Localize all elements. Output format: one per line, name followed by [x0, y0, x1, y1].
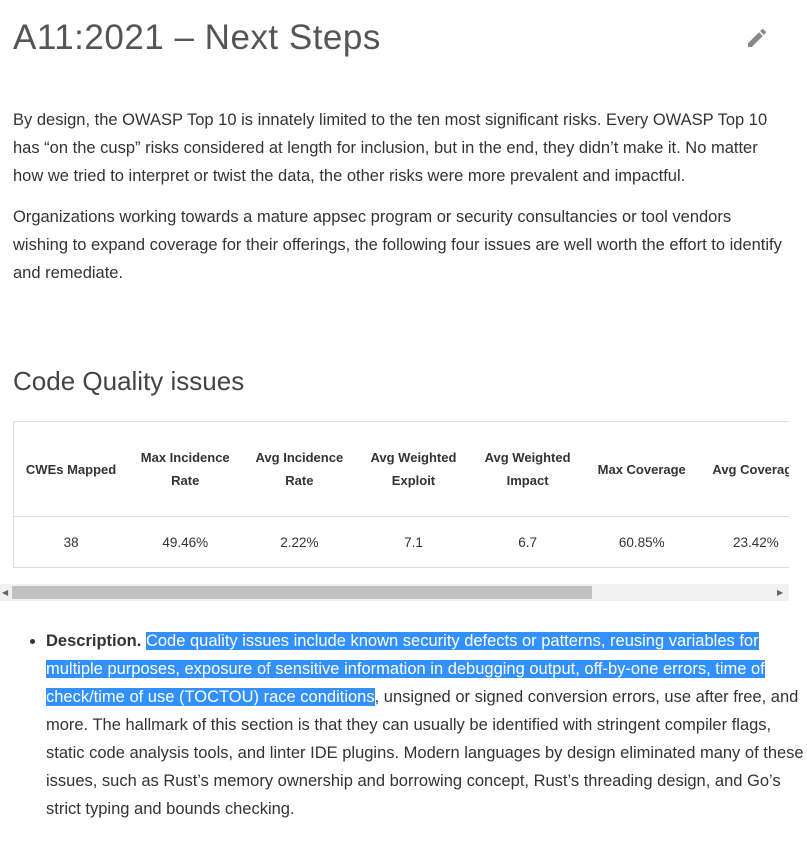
column-header: Max Incidence Rate	[128, 421, 243, 517]
column-header: CWEs Mapped	[13, 421, 129, 517]
table-cell: 38	[63, 534, 79, 550]
column-header: Avg Weighted Exploit	[356, 421, 471, 517]
scroll-right-icon[interactable]: ▶	[777, 588, 784, 597]
list-item: Description. Code quality issues include…	[46, 627, 806, 823]
stats-table-container: CWEs Mapped Max Incidence Rate Avg Inciden…	[13, 421, 789, 568]
description-text: , unsigned or signed conversion errors, …	[46, 688, 804, 818]
table-cell: 49.46%	[162, 534, 209, 550]
stats-table: CWEs Mapped Max Incidence Rate Avg Inciden…	[13, 421, 789, 568]
description-list: Description. Code quality issues include…	[13, 627, 806, 823]
page-title: A11:2021 – Next Steps	[13, 18, 381, 57]
table-cell: 2.22%	[280, 534, 319, 550]
horizontal-scrollbar[interactable]: ◀ ▶	[0, 584, 789, 601]
table-cell: 6.7	[518, 534, 537, 550]
intro: By design, the OWASP Top 10 is innately …	[13, 106, 783, 300]
table-header-row: CWEs Mapped Max Incidence Rate Avg Inciden…	[13, 421, 789, 517]
table-cell: 7.1	[404, 534, 423, 550]
table-row: 38 49.46% 2.22% 7.1 6.7 60.85% 23.42%	[14, 517, 790, 568]
pencil-icon[interactable]	[745, 26, 769, 50]
intro-paragraph-1: By design, the OWASP Top 10 is innately …	[13, 111, 768, 185]
section-title: Code Quality issues	[13, 366, 245, 396]
column-header: Avg Weighted Impact	[470, 421, 585, 517]
column-header: Avg Coverage	[698, 421, 789, 517]
intro-paragraph-2: Organizations working towards a mature a…	[13, 208, 782, 282]
scrollbar-thumb[interactable]	[12, 586, 592, 599]
column-header: Max Coverage	[584, 421, 699, 517]
table-cell: 23.42%	[732, 534, 779, 550]
column-header: Avg Incidence Rate	[242, 421, 357, 517]
table-cell: 60.85%	[618, 534, 665, 550]
scroll-left-icon[interactable]: ◀	[2, 588, 9, 597]
description-label: Description.	[46, 632, 142, 650]
